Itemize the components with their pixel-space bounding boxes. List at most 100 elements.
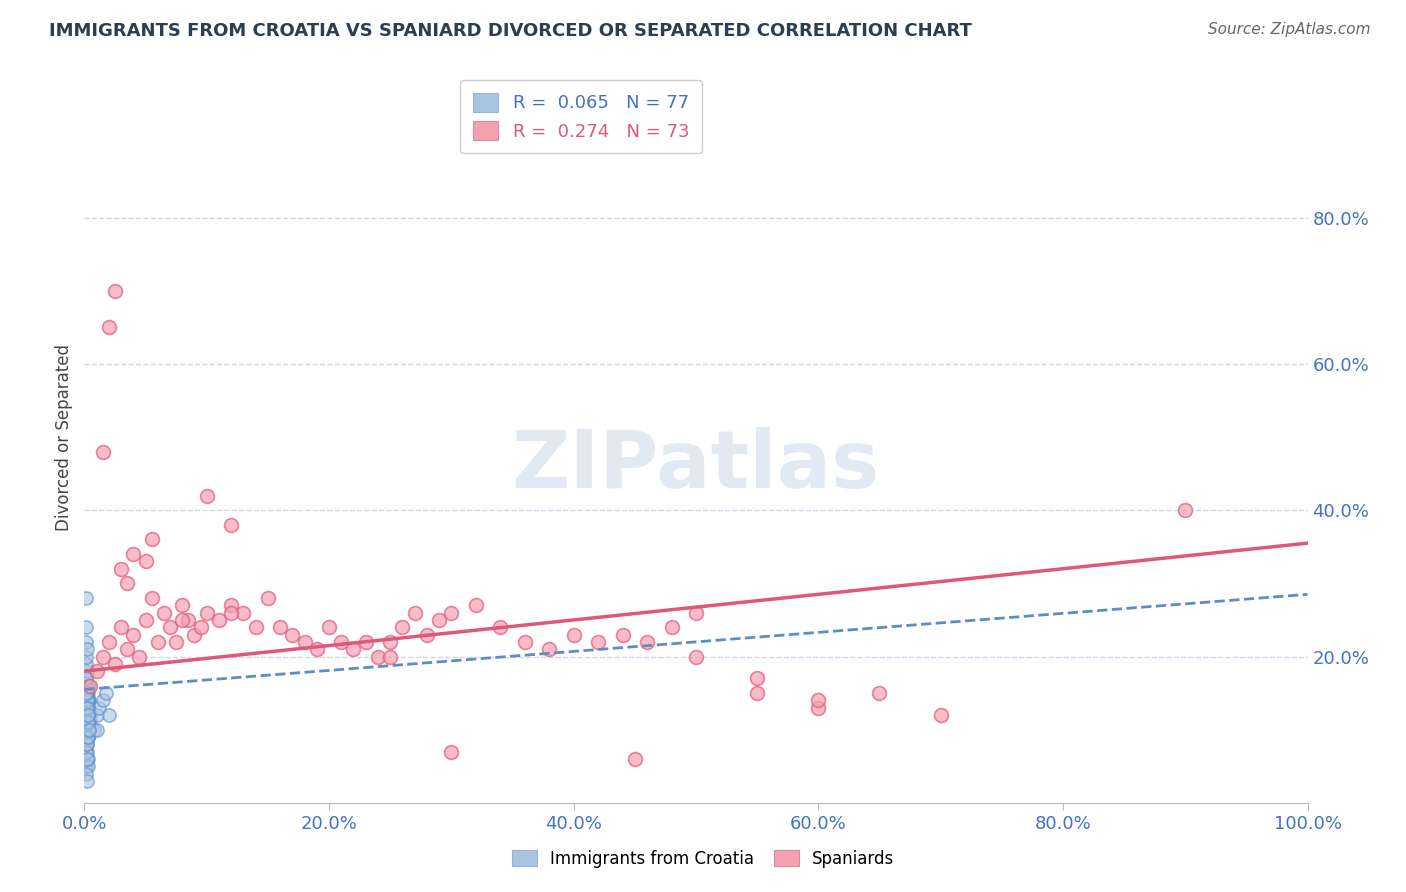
Point — [636, 635, 658, 649]
Point — [135, 554, 157, 568]
Point — [75, 657, 97, 671]
Point — [75, 700, 97, 714]
Point — [391, 620, 413, 634]
Point — [281, 627, 304, 641]
Point — [76, 723, 98, 737]
Point — [159, 620, 181, 634]
Point — [77, 693, 100, 707]
Point — [77, 693, 100, 707]
Point — [685, 649, 707, 664]
Legend: Immigrants from Croatia, Spaniards: Immigrants from Croatia, Spaniards — [505, 844, 901, 875]
Point — [77, 723, 100, 737]
Point — [77, 708, 100, 723]
Point — [86, 723, 108, 737]
Point — [75, 723, 97, 737]
Point — [464, 599, 486, 613]
Point — [219, 606, 242, 620]
Point — [75, 620, 97, 634]
Point — [330, 635, 353, 649]
Point — [110, 620, 132, 634]
Point — [172, 613, 194, 627]
Point — [929, 708, 952, 723]
Point — [76, 708, 98, 723]
Point — [232, 606, 254, 620]
Point — [75, 759, 97, 773]
Point — [76, 664, 98, 678]
Point — [624, 752, 647, 766]
Point — [115, 642, 138, 657]
Point — [79, 715, 101, 730]
Point — [97, 635, 120, 649]
Point — [807, 693, 830, 707]
Point — [77, 723, 100, 737]
Point — [661, 620, 683, 634]
Point — [195, 606, 218, 620]
Point — [76, 642, 98, 657]
Point — [77, 686, 100, 700]
Point — [91, 693, 114, 707]
Point — [79, 679, 101, 693]
Point — [87, 700, 110, 714]
Point — [612, 627, 634, 641]
Point — [75, 672, 97, 686]
Point — [172, 599, 194, 613]
Point — [76, 700, 98, 714]
Point — [76, 715, 98, 730]
Point — [77, 715, 100, 730]
Point — [77, 723, 100, 737]
Point — [380, 649, 402, 664]
Point — [91, 444, 114, 458]
Point — [77, 693, 100, 707]
Y-axis label: Divorced or Separated: Divorced or Separated — [55, 343, 73, 531]
Point — [77, 723, 100, 737]
Point — [104, 657, 127, 671]
Point — [75, 737, 97, 751]
Point — [91, 649, 114, 664]
Point — [190, 620, 212, 634]
Point — [165, 635, 187, 649]
Point — [685, 606, 707, 620]
Point — [76, 700, 98, 714]
Point — [77, 693, 100, 707]
Point — [807, 700, 830, 714]
Point — [77, 715, 100, 730]
Point — [75, 635, 97, 649]
Point — [76, 686, 98, 700]
Point — [77, 730, 100, 744]
Point — [747, 686, 769, 700]
Point — [869, 686, 891, 700]
Point — [76, 708, 98, 723]
Point — [75, 649, 97, 664]
Point — [122, 547, 145, 561]
Point — [269, 620, 291, 634]
Point — [77, 708, 100, 723]
Point — [75, 766, 97, 780]
Point — [76, 745, 98, 759]
Point — [146, 635, 169, 649]
Point — [76, 730, 98, 744]
Point — [97, 708, 120, 723]
Point — [77, 700, 100, 714]
Point — [115, 576, 138, 591]
Point — [135, 613, 157, 627]
Point — [513, 635, 536, 649]
Point — [76, 686, 98, 700]
Point — [76, 693, 98, 707]
Point — [77, 730, 100, 744]
Point — [76, 773, 98, 788]
Point — [219, 517, 242, 532]
Point — [427, 613, 450, 627]
Point — [77, 715, 100, 730]
Point — [245, 620, 267, 634]
Point — [76, 730, 98, 744]
Point — [77, 700, 100, 714]
Point — [380, 635, 402, 649]
Point — [747, 672, 769, 686]
Point — [77, 693, 100, 707]
Point — [122, 627, 145, 641]
Text: ZIPatlas: ZIPatlas — [512, 427, 880, 506]
Point — [219, 599, 242, 613]
Point — [77, 730, 100, 744]
Point — [538, 642, 561, 657]
Point — [440, 745, 463, 759]
